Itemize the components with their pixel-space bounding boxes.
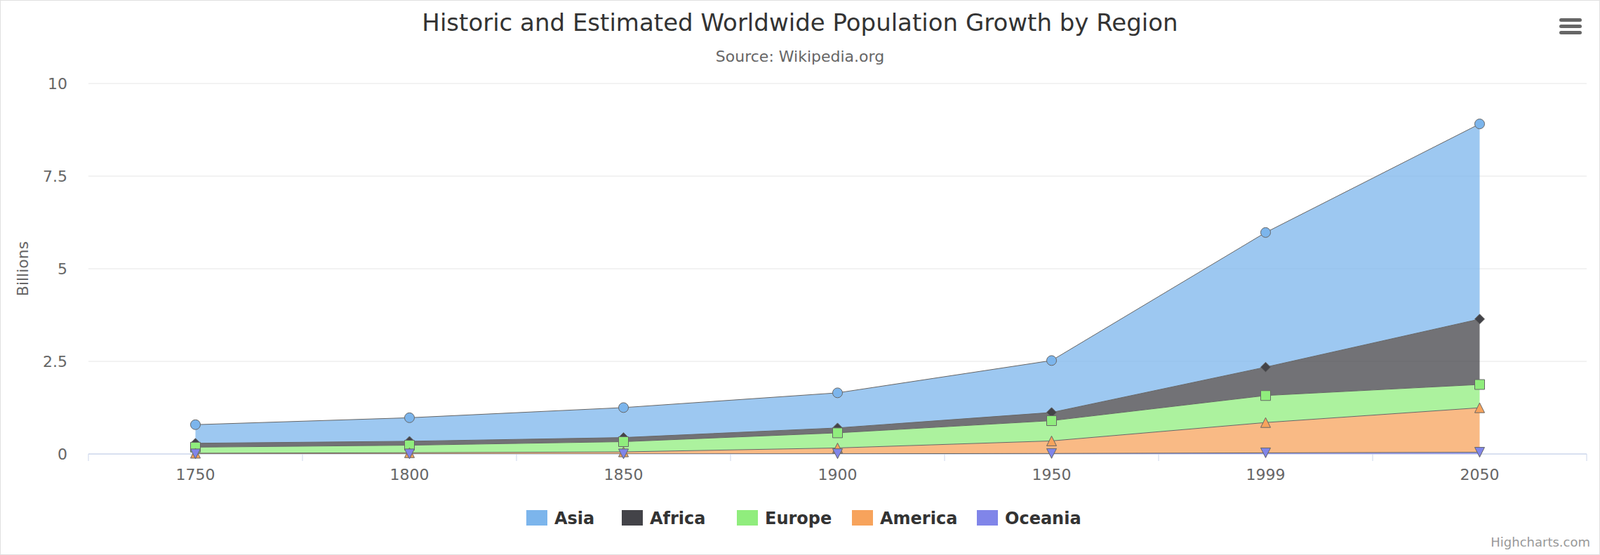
x-tick <box>730 454 732 462</box>
x-tick-label: 1900 <box>818 465 858 484</box>
marker <box>1047 416 1057 426</box>
x-tick <box>516 454 518 462</box>
grid-line <box>88 83 1587 85</box>
marker <box>1475 314 1485 325</box>
legend-label: Asia <box>554 508 595 529</box>
legend-label: Oceania <box>1004 508 1082 529</box>
marker <box>1047 448 1057 459</box>
marker <box>190 419 201 430</box>
menu-bar <box>1559 30 1582 35</box>
legend-item[interactable]: Africa <box>621 508 706 529</box>
area <box>195 407 1480 455</box>
marker <box>1475 119 1485 130</box>
menu-bar <box>1559 24 1582 29</box>
legend-item[interactable]: Europe <box>736 508 832 529</box>
legend-label: Europe <box>764 508 832 529</box>
background <box>0 0 1600 555</box>
marker <box>404 449 415 459</box>
y-tick-label: 0 <box>57 445 68 464</box>
menu-button[interactable] <box>1559 18 1582 35</box>
marker <box>618 402 629 413</box>
legend-item[interactable]: Asia <box>526 508 595 529</box>
marker <box>1261 390 1271 401</box>
x-tick <box>944 454 946 462</box>
legend-swatch <box>736 510 758 526</box>
credits: Highcharts.com <box>1490 534 1591 550</box>
y-tick-label: 2.5 <box>42 352 68 371</box>
marker <box>1475 379 1485 390</box>
y-tick-label: 5 <box>57 260 68 278</box>
marker <box>1047 355 1057 366</box>
x-tick <box>1372 454 1374 462</box>
legend-item[interactable]: Oceania <box>976 508 1082 529</box>
marker <box>1261 227 1271 238</box>
x-tick-label: 1800 <box>390 465 430 484</box>
marker <box>1475 447 1485 458</box>
x-tick-label: 1950 <box>1032 465 1072 484</box>
subtitle: Source: Wikipedia.org <box>715 47 885 66</box>
x-tick <box>302 454 304 462</box>
plot-area <box>195 124 1480 455</box>
marker <box>404 412 415 423</box>
marker <box>190 449 201 459</box>
legend-swatch <box>526 510 548 526</box>
marker <box>1047 435 1057 446</box>
menu-bar <box>1559 18 1582 22</box>
marker <box>190 448 201 459</box>
legend-swatch <box>851 510 873 526</box>
x-tick <box>1158 454 1160 462</box>
legend-label: Africa <box>649 508 706 529</box>
x-tick-label: 1850 <box>604 465 644 484</box>
marker <box>1261 447 1271 458</box>
legend-label: America <box>880 508 958 529</box>
marker <box>1261 362 1271 372</box>
y-tick-label: 10 <box>47 75 68 93</box>
x-tick-label: 1999 <box>1246 465 1286 484</box>
marker <box>618 449 629 459</box>
legend: Asia Africa Europe America Oceania <box>526 508 1082 529</box>
legend-swatch <box>976 510 998 526</box>
x-tick <box>1586 454 1588 462</box>
area <box>195 384 1480 454</box>
x-tick <box>88 454 90 462</box>
chart: Historic and Estimated Worldwide Populat… <box>0 0 1600 555</box>
marker <box>1475 402 1485 413</box>
marker <box>832 388 843 398</box>
x-tick-label: 1750 <box>176 465 216 484</box>
markers <box>190 119 1485 459</box>
y-axis-title: Billions <box>14 241 32 297</box>
x-tick-label: 2050 <box>1460 465 1500 484</box>
marker <box>1261 417 1271 428</box>
marker <box>832 428 843 438</box>
legend-item[interactable]: America <box>851 508 958 529</box>
area-line <box>195 407 1480 454</box>
y-tick-label: 7.5 <box>42 167 68 186</box>
legend-swatch <box>621 510 643 526</box>
title: Historic and Estimated Worldwide Populat… <box>421 8 1178 37</box>
grid-line <box>88 176 1587 177</box>
marker <box>618 436 629 447</box>
marker <box>832 449 843 459</box>
